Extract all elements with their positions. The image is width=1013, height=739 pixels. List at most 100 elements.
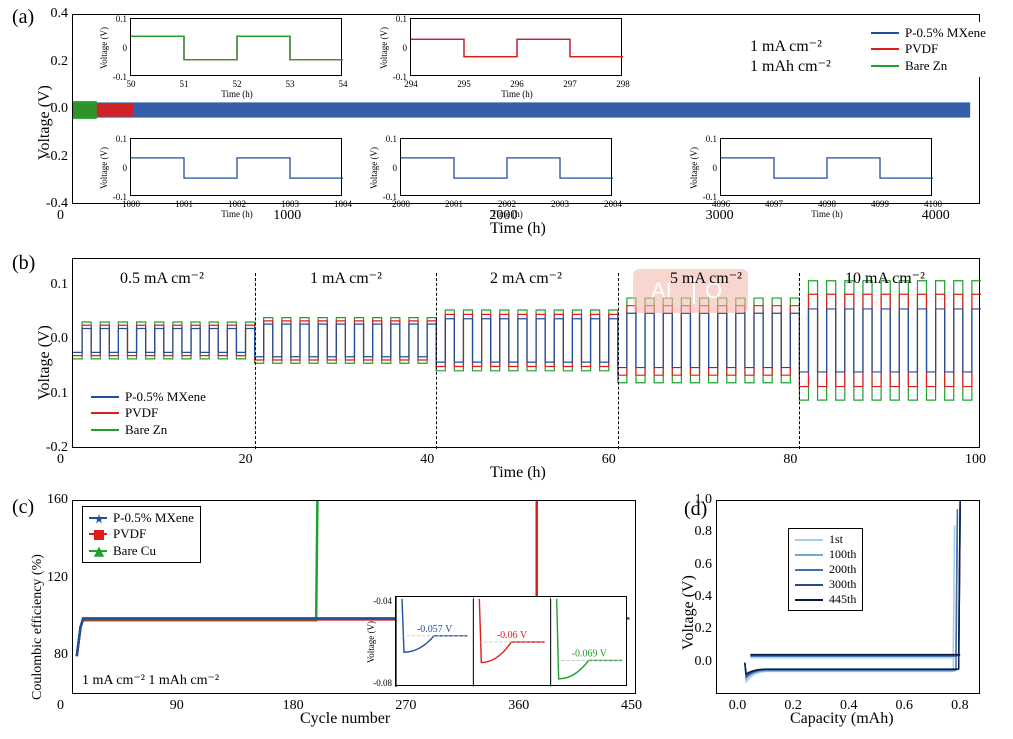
segment-divider	[799, 273, 800, 449]
legend-item: PVDF	[91, 405, 206, 421]
legend-label: 1st	[829, 532, 843, 547]
svg-text:Time (h): Time (h)	[811, 209, 842, 219]
legend-label: 445th	[829, 592, 856, 607]
legend-item: Bare Zn	[871, 58, 986, 74]
svg-text:-0.1: -0.1	[113, 72, 127, 82]
legend-item: PVDF	[89, 526, 194, 542]
panel-c-conditions: 1 mA cm⁻² 1 mAh cm⁻²	[82, 672, 219, 689]
svg-text:52: 52	[233, 79, 242, 89]
legend-label: Bare Zn	[905, 58, 947, 74]
legend-item: 1st	[795, 532, 856, 547]
svg-text:0.1: 0.1	[386, 134, 397, 144]
legend-swatch	[871, 32, 899, 34]
svg-text:Voltage (V): Voltage (V)	[366, 621, 376, 663]
svg-text:53: 53	[286, 79, 296, 89]
svg-text:2004: 2004	[604, 199, 623, 209]
panel-b-legend: P-0.5% MXene PVDF Bare Zn	[85, 386, 212, 441]
svg-text:0.1: 0.1	[706, 134, 717, 144]
panel-a-inset-4: 0.10-0.120002001200220032004Voltage (V)T…	[400, 138, 612, 196]
panel-d-ylabel: Voltage (V)	[680, 575, 698, 650]
svg-text:51: 51	[180, 79, 189, 89]
panel-b-segment-label: 10 mA cm⁻²	[845, 268, 925, 288]
svg-text:-0.08: -0.08	[373, 678, 392, 688]
svg-text:296: 296	[510, 79, 524, 89]
legend-swatch	[795, 569, 823, 571]
legend-label: PVDF	[113, 526, 146, 542]
svg-text:-0.057 V: -0.057 V	[417, 624, 453, 635]
panel-c-nucleation-inset: Voltage (V)-0.04-0.08-0.057 V-0.06 V-0.0…	[395, 596, 627, 686]
panel-b-xlabel: Time (h)	[490, 464, 546, 482]
svg-text:2000: 2000	[392, 199, 411, 209]
svg-text:298: 298	[616, 79, 630, 89]
svg-text:0: 0	[403, 43, 408, 53]
svg-text:Voltage (V): Voltage (V)	[99, 27, 109, 69]
svg-text:294: 294	[404, 79, 418, 89]
panel-b-segment-label: 0.5 mA cm⁻²	[120, 268, 204, 288]
svg-text:50: 50	[127, 79, 137, 89]
svg-text:1004: 1004	[334, 199, 353, 209]
panel-b-segment-label: 1 mA cm⁻²	[310, 268, 382, 288]
legend-label: 100th	[829, 547, 856, 562]
segment-divider	[255, 273, 256, 449]
svg-text:54: 54	[339, 79, 349, 89]
panel-b-label: (b)	[12, 252, 35, 275]
segment-divider	[436, 273, 437, 449]
svg-text:-0.04: -0.04	[373, 596, 392, 606]
legend-label: P-0.5% MXene	[905, 25, 986, 41]
legend-item: P-0.5% MXene	[91, 389, 206, 405]
panel-a-inset-1: 0.10-0.15051525354Voltage (V)Time (h)	[130, 18, 342, 76]
svg-text:Voltage (V): Voltage (V)	[369, 147, 379, 189]
panel-c-legend: P-0.5% MXene PVDF Bare Cu	[82, 506, 201, 563]
svg-text:0.1: 0.1	[116, 134, 127, 144]
legend-swatch	[795, 554, 823, 556]
legend-swatch	[91, 412, 119, 414]
svg-text:297: 297	[563, 79, 577, 89]
panel-b-segment-label: 5 mA cm⁻²	[670, 268, 742, 288]
legend-swatch	[795, 539, 823, 541]
svg-text:4098: 4098	[818, 199, 837, 209]
legend-item: Bare Cu	[89, 543, 194, 559]
legend-swatch	[871, 65, 899, 67]
legend-swatch	[91, 396, 119, 398]
panel-c-label: (c)	[12, 496, 34, 519]
legend-label: PVDF	[125, 405, 158, 421]
svg-text:1002: 1002	[228, 199, 246, 209]
svg-text:0: 0	[123, 43, 128, 53]
legend-item: P-0.5% MXene	[871, 25, 986, 41]
legend-item: 445th	[795, 592, 856, 607]
svg-text:-0.069 V: -0.069 V	[572, 648, 608, 659]
svg-text:Voltage (V): Voltage (V)	[99, 147, 109, 189]
legend-label: Bare Zn	[125, 422, 167, 438]
legend-label: 300th	[829, 577, 856, 592]
panel-a-legend: P-0.5% MXene PVDF Bare Zn	[865, 22, 992, 77]
svg-text:2003: 2003	[551, 199, 570, 209]
svg-text:4097: 4097	[765, 199, 784, 209]
panel-a-condition-2: 1 mAh cm⁻²	[750, 56, 831, 76]
legend-swatch	[89, 533, 107, 535]
svg-text:1001: 1001	[175, 199, 193, 209]
legend-item: P-0.5% MXene	[89, 510, 194, 526]
panel-a-inset-3: 0.10-0.110001001100210031004Voltage (V)T…	[130, 138, 342, 196]
svg-text:Time (h): Time (h)	[501, 89, 532, 99]
legend-label: P-0.5% MXene	[125, 389, 206, 405]
legend-item: PVDF	[871, 41, 986, 57]
legend-swatch	[795, 599, 823, 601]
legend-swatch	[795, 584, 823, 586]
legend-label: Bare Cu	[113, 543, 156, 559]
svg-text:295: 295	[457, 79, 471, 89]
legend-swatch	[89, 517, 107, 519]
svg-text:0: 0	[713, 163, 718, 173]
legend-swatch	[871, 48, 899, 50]
legend-swatch	[89, 550, 107, 552]
panel-a-label: (a)	[12, 6, 34, 29]
svg-text:-0.06 V: -0.06 V	[497, 630, 528, 641]
svg-text:0: 0	[393, 163, 398, 173]
legend-item: 300th	[795, 577, 856, 592]
legend-item: 200th	[795, 562, 856, 577]
svg-text:0.1: 0.1	[116, 14, 127, 24]
legend-label: P-0.5% MXene	[113, 510, 194, 526]
svg-text:2001: 2001	[445, 199, 463, 209]
svg-text:Time (h): Time (h)	[221, 89, 252, 99]
svg-text:4099: 4099	[871, 199, 890, 209]
segment-divider	[618, 273, 619, 449]
